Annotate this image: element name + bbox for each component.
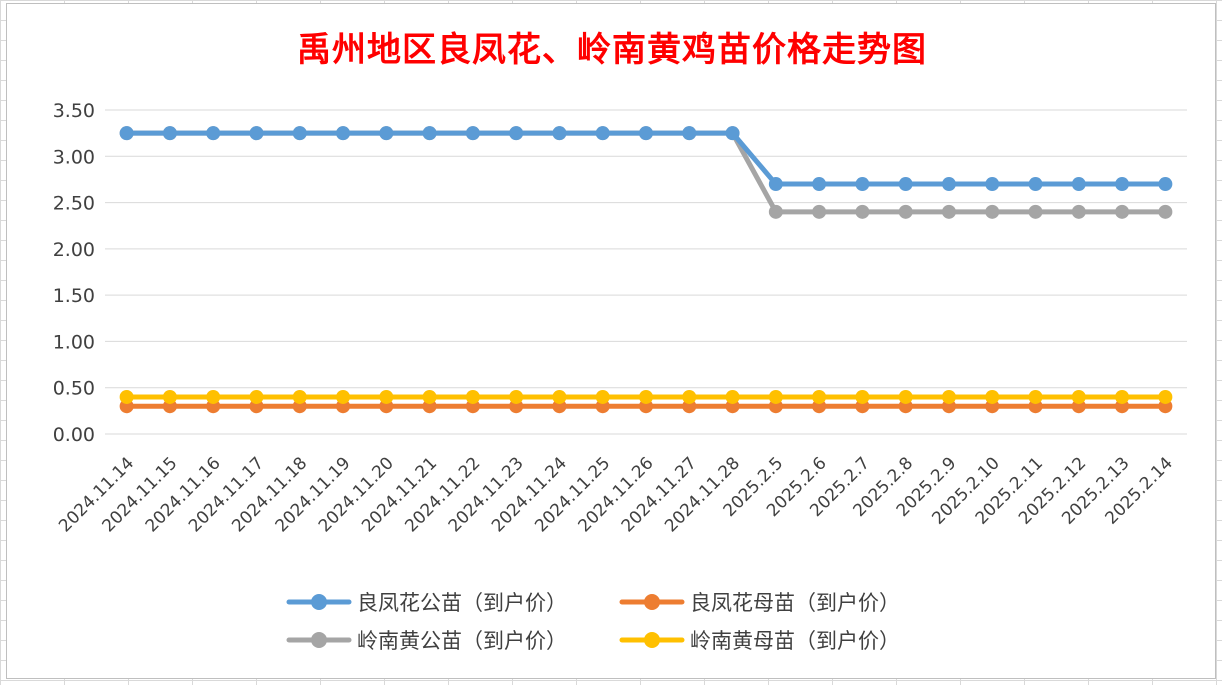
data-point xyxy=(812,389,827,404)
legend-label: 良凤花公苗（到户价） xyxy=(357,591,567,615)
data-point xyxy=(1158,177,1173,192)
data-point xyxy=(855,389,870,404)
legend-item: 岭南黄母苗（到户价） xyxy=(619,629,900,653)
legend-marker xyxy=(311,594,327,610)
data-point xyxy=(336,389,351,404)
data-point xyxy=(941,177,956,192)
data-point xyxy=(119,126,134,141)
data-point xyxy=(985,204,1000,219)
legend-label: 岭南黄母苗（到户价） xyxy=(690,629,900,653)
y-tick-label: 0.00 xyxy=(53,424,95,446)
data-point xyxy=(552,126,567,141)
legend-item: 良凤花母苗（到户价） xyxy=(619,591,900,615)
series-1 xyxy=(119,126,1173,192)
data-point xyxy=(985,389,1000,404)
data-point xyxy=(379,389,394,404)
data-point xyxy=(639,126,653,141)
data-point xyxy=(1115,177,1130,192)
data-point xyxy=(898,389,913,404)
data-point xyxy=(1028,389,1043,404)
legend: 良凤花公苗（到户价） 良凤花母苗（到户价） 岭南黄公苗（到户价） 岭南黄母苗（到户价） xyxy=(286,591,900,653)
y-tick-label: 3.00 xyxy=(53,146,95,168)
data-point xyxy=(768,389,783,404)
gridlines xyxy=(105,109,1187,435)
legend-item: 岭南黄公苗（到户价） xyxy=(286,629,567,653)
legend-marker xyxy=(644,632,660,648)
data-point xyxy=(1071,177,1086,192)
data-point xyxy=(119,389,134,404)
series-line xyxy=(124,130,1168,187)
y-tick-label: 1.00 xyxy=(53,331,95,353)
series-layer xyxy=(119,126,1173,414)
data-point xyxy=(206,389,221,404)
data-point xyxy=(465,389,480,404)
data-point xyxy=(206,126,221,141)
data-point xyxy=(1028,177,1043,192)
data-point xyxy=(162,389,177,404)
data-point xyxy=(768,177,783,192)
data-point xyxy=(1115,389,1130,404)
data-point xyxy=(595,389,610,404)
y-tick-label: 1.50 xyxy=(53,285,95,307)
data-point xyxy=(465,126,480,141)
legend-label: 岭南黄公苗（到户价） xyxy=(357,629,567,653)
data-point xyxy=(1115,204,1130,219)
data-point xyxy=(336,126,351,141)
data-point xyxy=(249,126,264,141)
data-point xyxy=(1158,204,1173,219)
data-point xyxy=(552,389,567,404)
data-point xyxy=(855,177,870,192)
data-point xyxy=(1071,204,1086,219)
legend-marker xyxy=(644,594,660,610)
y-axis-ticks: 0.00 0.50 1.00 1.50 2.00 2.50 3.00 3.50 xyxy=(53,100,95,446)
data-point xyxy=(162,126,177,141)
data-point xyxy=(855,204,870,219)
data-point xyxy=(249,389,264,404)
data-point xyxy=(1158,389,1173,404)
data-point xyxy=(725,126,740,141)
data-point xyxy=(985,177,1000,192)
legend-item: 良凤花公苗（到户价） xyxy=(286,591,567,615)
data-point xyxy=(725,389,740,404)
data-point xyxy=(422,126,437,141)
series-4 xyxy=(119,389,1173,404)
data-point xyxy=(682,389,697,404)
data-point xyxy=(509,126,524,141)
data-point xyxy=(941,389,956,404)
y-tick-label: 0.50 xyxy=(53,378,95,400)
data-point xyxy=(898,204,913,219)
legend-marker xyxy=(311,632,327,648)
chart-title: 禹州地区良凤花、岭南黄鸡苗价格走势图 xyxy=(297,30,927,70)
data-point xyxy=(292,389,307,404)
data-point xyxy=(768,204,783,219)
data-point xyxy=(682,126,697,141)
data-point xyxy=(422,389,437,404)
data-point xyxy=(941,204,956,219)
data-point xyxy=(292,126,307,141)
y-tick-label: 2.50 xyxy=(53,193,95,215)
x-axis-ticks: 2024.11.142024.11.152024.11.162024.11.17… xyxy=(55,453,1177,536)
legend-label: 良凤花母苗（到户价） xyxy=(690,591,900,615)
data-point xyxy=(639,389,653,404)
data-point xyxy=(595,126,610,141)
data-point xyxy=(812,177,827,192)
data-point xyxy=(898,177,913,192)
data-point xyxy=(1071,389,1086,404)
chart-svg: 0.00 0.50 1.00 1.50 2.00 2.50 3.00 3.50 2024.11… xyxy=(53,100,1187,653)
data-point xyxy=(509,389,524,404)
chart-area[interactable]: 禹州地区良凤花、岭南黄鸡苗价格走势图 0.00 0.50 1.00 1.50 2.00 2… xyxy=(6,3,1216,679)
data-point xyxy=(379,126,394,141)
y-tick-label: 3.50 xyxy=(53,100,95,122)
y-tick-label: 2.00 xyxy=(53,239,95,261)
data-point xyxy=(812,204,827,219)
data-point xyxy=(1028,204,1043,219)
series-line xyxy=(124,130,1168,215)
